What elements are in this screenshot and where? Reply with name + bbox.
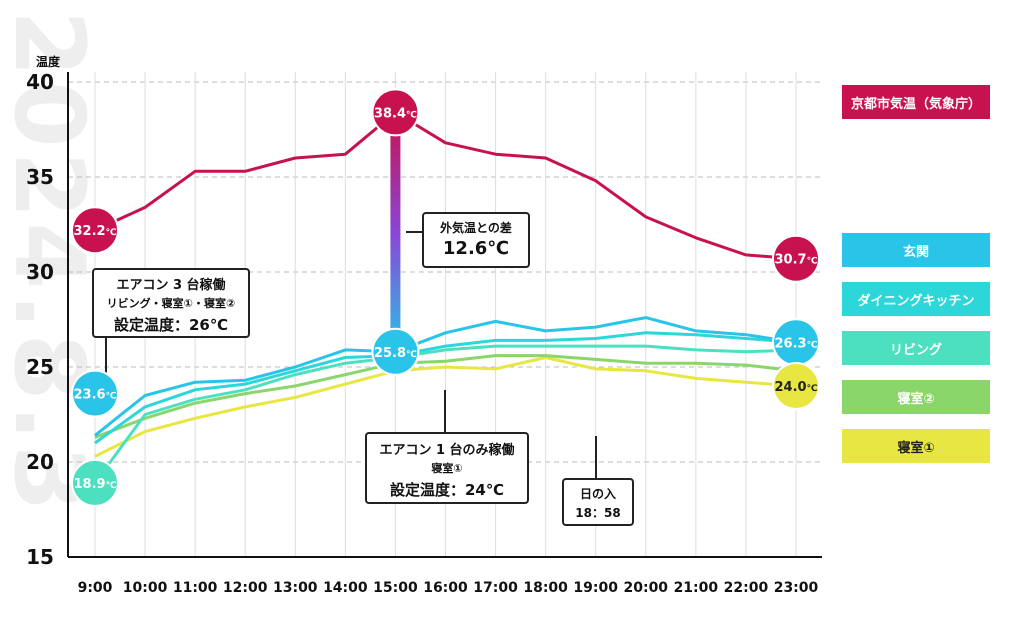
legend-genkan: 玄関 [842,233,990,267]
y-tick-label: 20 [26,450,54,474]
x-tick-label: 21:00 [674,580,719,596]
series-line [94,316,797,437]
point-label-circle [71,458,119,507]
legend-dining-kitchen: ダイニングキッチン [842,282,990,316]
y-tick-label: 15 [26,545,54,569]
legend-label: 京都市気温（気象庁） [850,96,981,112]
point-label-circle [71,369,119,418]
series-line [94,354,797,439]
point-label-circle [371,327,420,376]
x-tick-label: 20:00 [623,580,668,596]
x-tick-label: 18:00 [523,580,568,596]
x-tick-label: 15:00 [373,580,418,596]
point-label-text: 38.4℃ [374,106,417,121]
callout-aircon-1: エアコン 1 台のみ稼働 寝室① 設定温度：24℃ [365,432,529,504]
x-tick-label: 13:00 [273,580,318,596]
callout-diff-value: 12.6℃ [442,238,510,259]
point-label-text: 24.0℃ [775,380,818,395]
callout-diff-title: 外気温との差 [440,221,512,235]
y-tick-label: 25 [26,355,54,379]
legend-label: 寝室① [897,440,935,456]
date-watermark: 2024.8.3 [0,10,105,516]
callout-aircon-3: エアコン 3 台稼働 リビング・寝室①・寝室② 設定温度：26℃ [92,268,250,338]
x-tick-label: 14:00 [323,580,368,596]
x-tick-label: 11:00 [173,580,218,596]
series-line [94,331,797,445]
x-tick-label: 19:00 [573,580,618,596]
callout-aircon-3-line1: エアコン 3 台稼働 [116,278,226,293]
y-tick-label: 35 [26,165,54,189]
callout-sunset-line2: 18：58 [575,506,621,520]
x-tick-label: 17:00 [473,580,518,596]
point-label-text: 25.8℃ [374,346,417,361]
series-line [94,110,797,261]
x-tick-label: 10:00 [123,580,168,596]
x-tick-label: 16:00 [423,580,468,596]
legend-kyoto-temp: 京都市気温（気象庁） [842,85,990,119]
diff-bar [390,112,401,352]
point-label-text: 18.9℃ [74,477,117,492]
point-label-circle [772,362,820,410]
point-label-circle [71,206,119,255]
legend-bedroom-1: 寝室① [842,429,990,463]
point-label-circle [772,234,820,283]
axes: 15 20 25 30 35 40 9:00 10:00 11:00 12:00 13:00 14:0… [26,54,822,596]
series-lines [93,110,797,484]
callout-aircon-3-line3: 設定温度：26℃ [113,316,229,334]
x-tick-label: 9:00 [78,580,113,596]
y-axis-label: 温度 [36,54,61,69]
point-markers: 32.2℃ 38.4℃ 30.7℃ 23.6℃ 25.8℃ 26.3℃ 18.9℃ 24.0℃ [71,88,820,507]
callout-aircon-1-line2: 寝室① [431,462,463,475]
y-tick-label: 30 [26,260,54,284]
point-label-text: 30.7℃ [775,253,818,268]
point-label-circle [371,88,420,137]
callout-diff: 外気温との差 12.6℃ [422,212,530,268]
legend-label: 玄関 [902,244,929,260]
callout-sunset: 日の入 18：58 [562,478,634,526]
callout-sunset-line1: 日の入 [579,487,616,501]
legend-label: ダイニングキッチン [857,293,975,309]
point-label-text: 32.2℃ [74,224,117,239]
x-tick-label: 22:00 [724,580,769,596]
point-label-text: 23.6℃ [74,388,117,403]
callout-aircon-1-line1: エアコン 1 台のみ稼働 [379,443,515,458]
legend-label: リビング [889,342,942,358]
legend-label: 寝室② [897,391,935,407]
legend-bedroom-2: 寝室② [842,380,990,414]
y-tick-label: 40 [26,70,54,94]
point-label-text: 26.3℃ [775,336,818,351]
callout-aircon-3-line2: リビング・寝室①・寝室② [106,297,236,310]
legend-living: リビング [842,331,990,365]
callout-aircon-1-line3: 設定温度：24℃ [389,481,505,499]
series-line [93,344,797,484]
x-tick-label: 23:00 [774,580,819,596]
x-tick-label: 12:00 [223,580,268,596]
series-line [94,356,797,458]
